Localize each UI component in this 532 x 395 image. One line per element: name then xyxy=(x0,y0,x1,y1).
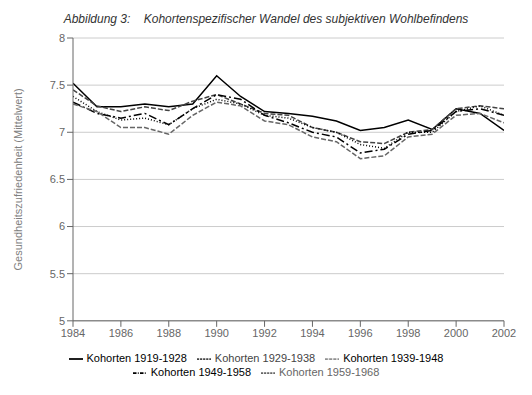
html-text:Kohorten 1949-1958: Kohorten 1949-1958 xyxy=(150,365,251,378)
html-text:Kohorten 1959-1968: Kohorten 1959-1968 xyxy=(279,365,380,378)
svg-text:1990: 1990 xyxy=(204,327,228,339)
svg-text:1994: 1994 xyxy=(300,327,324,339)
svg-text:1998: 1998 xyxy=(396,327,420,339)
svg-text:2002: 2002 xyxy=(492,327,516,339)
svg-text:1984: 1984 xyxy=(61,327,85,339)
svg-text:1988: 1988 xyxy=(157,327,181,339)
svg-text:Gesundheitszufriedenheit (Mitt: Gesundheitszufriedenheit (Mittelwert) xyxy=(12,88,24,270)
svg-text:6: 6 xyxy=(59,220,65,232)
html-text:Kohorten 1919-1928: Kohorten 1919-1928 xyxy=(86,351,187,364)
html-text:Abbildung 3: Kohortenspezifisc: Abbildung 3: Kohortenspezifischer Wandel… xyxy=(63,12,469,26)
html-text:Kohorten 1939-1948: Kohorten 1939-1948 xyxy=(343,351,444,364)
svg-text:5: 5 xyxy=(59,315,65,327)
svg-text:2000: 2000 xyxy=(444,327,468,339)
svg-text:6.5: 6.5 xyxy=(50,173,65,185)
svg-text:1992: 1992 xyxy=(252,327,276,339)
svg-text:1996: 1996 xyxy=(348,327,372,339)
svg-text:1986: 1986 xyxy=(109,327,133,339)
svg-text:7.5: 7.5 xyxy=(50,79,65,91)
svg-text:7: 7 xyxy=(59,126,65,138)
svg-text:8: 8 xyxy=(59,32,65,44)
html-text:Kohorten 1929-1938: Kohorten 1929-1938 xyxy=(214,351,316,364)
svg-text:5.5: 5.5 xyxy=(50,268,65,280)
